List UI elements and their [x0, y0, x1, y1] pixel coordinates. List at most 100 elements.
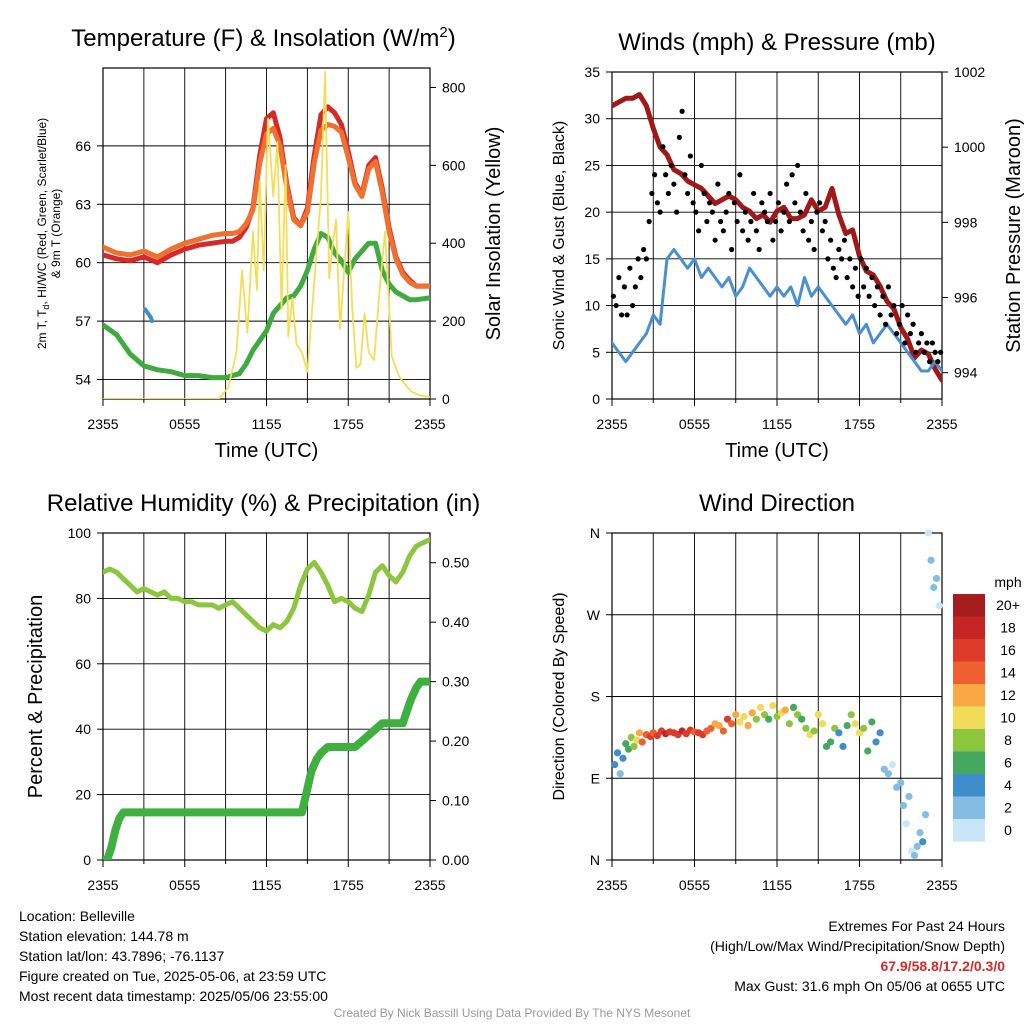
gust-point [833, 274, 839, 281]
gust-point [649, 190, 655, 197]
gust-point [638, 274, 644, 281]
gust-point [665, 190, 671, 197]
rh-title: Relative Humidity (%) & Precipitation (i… [47, 490, 480, 517]
gust-point [723, 209, 729, 215]
temp-xtick-label: 1755 [333, 416, 364, 432]
temp-series-solar-insolation [103, 71, 430, 399]
gust-point [742, 209, 748, 215]
gust-point [734, 218, 740, 225]
gust-point [899, 302, 905, 309]
temp-ylabel-right: Solar Insolation (Yellow) [483, 127, 505, 341]
gust-point [819, 228, 825, 234]
gust-point [698, 162, 704, 169]
direction-point [728, 720, 736, 728]
winds-ytick-label: 25 [584, 157, 600, 173]
direction-point [932, 574, 941, 583]
gust-point [764, 218, 770, 225]
wdir-panel [606, 529, 985, 867]
temp-ytick-right-label: 600 [442, 157, 466, 173]
gust-point [792, 200, 798, 206]
winds-ytick-label: 0 [592, 391, 600, 407]
gust-point [762, 209, 768, 215]
gust-point [663, 172, 669, 178]
rh-ytick-label: 100 [68, 525, 92, 541]
wdir-ytick-label: N [590, 525, 600, 541]
direction-point [616, 770, 624, 778]
colorbar-swatch [953, 639, 985, 662]
rh-ylabel: Percent & Precipitation [25, 595, 47, 798]
direction-point [810, 727, 818, 735]
gust-point [707, 200, 713, 206]
temp-xlabel: Time (UTC) [215, 440, 319, 462]
gust-point [844, 274, 850, 281]
extremes-subtitle: (High/Low/Max Wind/Precipitation/Snow De… [710, 938, 1005, 954]
gust-point [660, 144, 666, 150]
gust-point [685, 190, 691, 197]
gust-point [841, 237, 847, 243]
gust-point [767, 190, 773, 197]
colorbar-label: 16 [1000, 642, 1016, 658]
winds-xtick-label: 1155 [762, 416, 792, 432]
gust-point [863, 265, 869, 271]
direction-point [744, 721, 752, 730]
gust-point [704, 218, 710, 225]
gust-point [896, 321, 902, 327]
direction-point [635, 729, 644, 737]
winds-ylabel: Sonic Wind & Gust (Blue, Black) [551, 121, 568, 350]
winds-ytick-right-label: 1002 [954, 64, 985, 80]
gust-point [836, 246, 842, 253]
gust-point [674, 209, 680, 215]
direction-point [622, 740, 630, 748]
gust-point [927, 359, 933, 365]
gust-point [880, 293, 886, 299]
direction-point [847, 711, 855, 719]
wdir-xtick-label: 1755 [844, 877, 875, 893]
direction-point [748, 709, 756, 717]
colorbar-label: 12 [1000, 687, 1016, 703]
gust-point [932, 349, 938, 355]
gust-point [929, 340, 935, 346]
wdir-ytick-label: N [590, 852, 600, 868]
colorbar-label: 20+ [996, 597, 1020, 613]
winds-ylabel-right: Station Pressure (Maroon) [1003, 118, 1024, 353]
gust-point [740, 228, 746, 234]
direction-point [752, 715, 760, 723]
winds-ytick-label: 20 [584, 204, 600, 220]
gust-point [690, 200, 696, 206]
wdir-ytick-label: E [591, 770, 600, 786]
gust-point [720, 228, 726, 234]
colorbar-label: 14 [1000, 665, 1016, 681]
direction-point [818, 720, 826, 728]
direction-point [919, 838, 927, 846]
wdir-ylabel: Direction (Colored By Speed) [551, 592, 568, 800]
gust-point [828, 237, 834, 243]
gust-point [869, 274, 875, 281]
gust-point [751, 190, 757, 197]
rh-xtick-label: 2355 [87, 877, 118, 893]
direction-point [888, 761, 897, 769]
gust-point [825, 256, 831, 262]
temp-xtick-label: 0555 [169, 416, 200, 432]
rh-xtick-label: 1155 [251, 877, 281, 893]
direction-point [630, 742, 638, 751]
colorbar-swatch [953, 684, 985, 707]
gust-point [924, 340, 930, 346]
colorbar-label: 0 [1004, 822, 1012, 838]
gust-point [781, 209, 787, 215]
gust-point [693, 209, 699, 215]
gust-point [858, 256, 864, 262]
gust-point [652, 172, 658, 178]
winds-ytick-right-label: 998 [954, 214, 978, 230]
extremes-title: Extremes For Past 24 Hours [828, 918, 1005, 934]
gust-point [729, 246, 735, 253]
gust-point [786, 218, 792, 225]
gust-point [814, 209, 820, 215]
max-gust-text: Max Gust: 31.6 mph On 05/06 at 0655 UTC [734, 978, 1005, 994]
direction-point [872, 738, 880, 746]
winds-xtick-label: 2355 [596, 416, 627, 432]
rh-ytick-label: 60 [75, 656, 91, 672]
gust-point [624, 312, 630, 318]
rh-ytick-right-label: 0.10 [442, 793, 469, 809]
direction-point [613, 749, 622, 757]
